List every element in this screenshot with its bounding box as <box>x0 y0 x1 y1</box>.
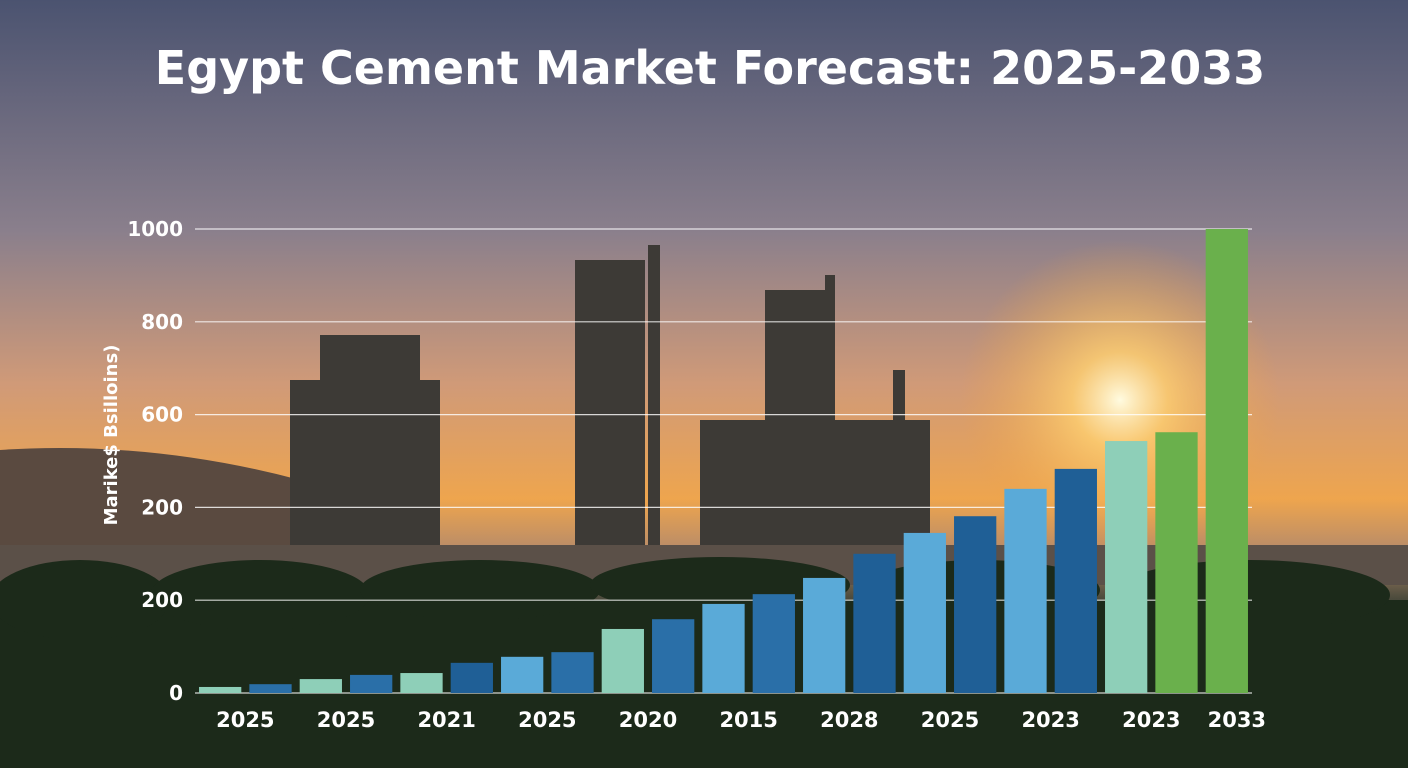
y-axis-label: Marike$ Bsilloins) <box>101 345 122 526</box>
x-tick-label: 2021 <box>417 708 475 732</box>
bar <box>903 532 946 693</box>
bar <box>299 679 342 693</box>
x-tick-label: 2023 <box>1122 708 1180 732</box>
x-tick-label: 2025 <box>317 708 375 732</box>
bar <box>1205 229 1248 693</box>
bar <box>1054 468 1097 693</box>
y-tick-label: 200 <box>141 495 183 519</box>
bar <box>551 652 594 693</box>
bar <box>199 686 242 693</box>
bar <box>501 656 544 693</box>
bar <box>350 674 393 693</box>
bar <box>450 662 493 693</box>
bar <box>1105 441 1148 693</box>
x-tick-label: 2028 <box>820 708 878 732</box>
sun <box>960 240 1280 560</box>
bar <box>954 516 997 693</box>
x-tick-label: 2015 <box>719 708 777 732</box>
bar <box>1155 432 1198 693</box>
y-tick-label: 1000 <box>127 217 183 241</box>
x-tick-label: 2033 <box>1208 708 1266 732</box>
bar <box>702 603 745 693</box>
bar <box>249 684 292 693</box>
x-tick-label: 2023 <box>1021 708 1079 732</box>
bar <box>400 673 443 693</box>
bar <box>601 628 644 693</box>
x-tick-label: 2025 <box>518 708 576 732</box>
bar <box>853 553 896 693</box>
x-tick-label: 2020 <box>619 708 677 732</box>
chart-title: Egypt Cement Market Forecast: 2025-2033 <box>155 41 1265 95</box>
factory-silhouette <box>0 245 1408 585</box>
bar <box>752 594 795 693</box>
y-tick-label: 0 <box>169 681 183 705</box>
bar <box>803 577 846 693</box>
bar <box>1004 488 1047 693</box>
y-tick-label: 800 <box>141 310 183 334</box>
x-tick-label: 2025 <box>921 708 979 732</box>
bar <box>652 619 695 693</box>
y-tick-label: 600 <box>141 403 183 427</box>
x-tick-label: 2025 <box>216 708 274 732</box>
y-tick-label: 200 <box>141 588 183 612</box>
